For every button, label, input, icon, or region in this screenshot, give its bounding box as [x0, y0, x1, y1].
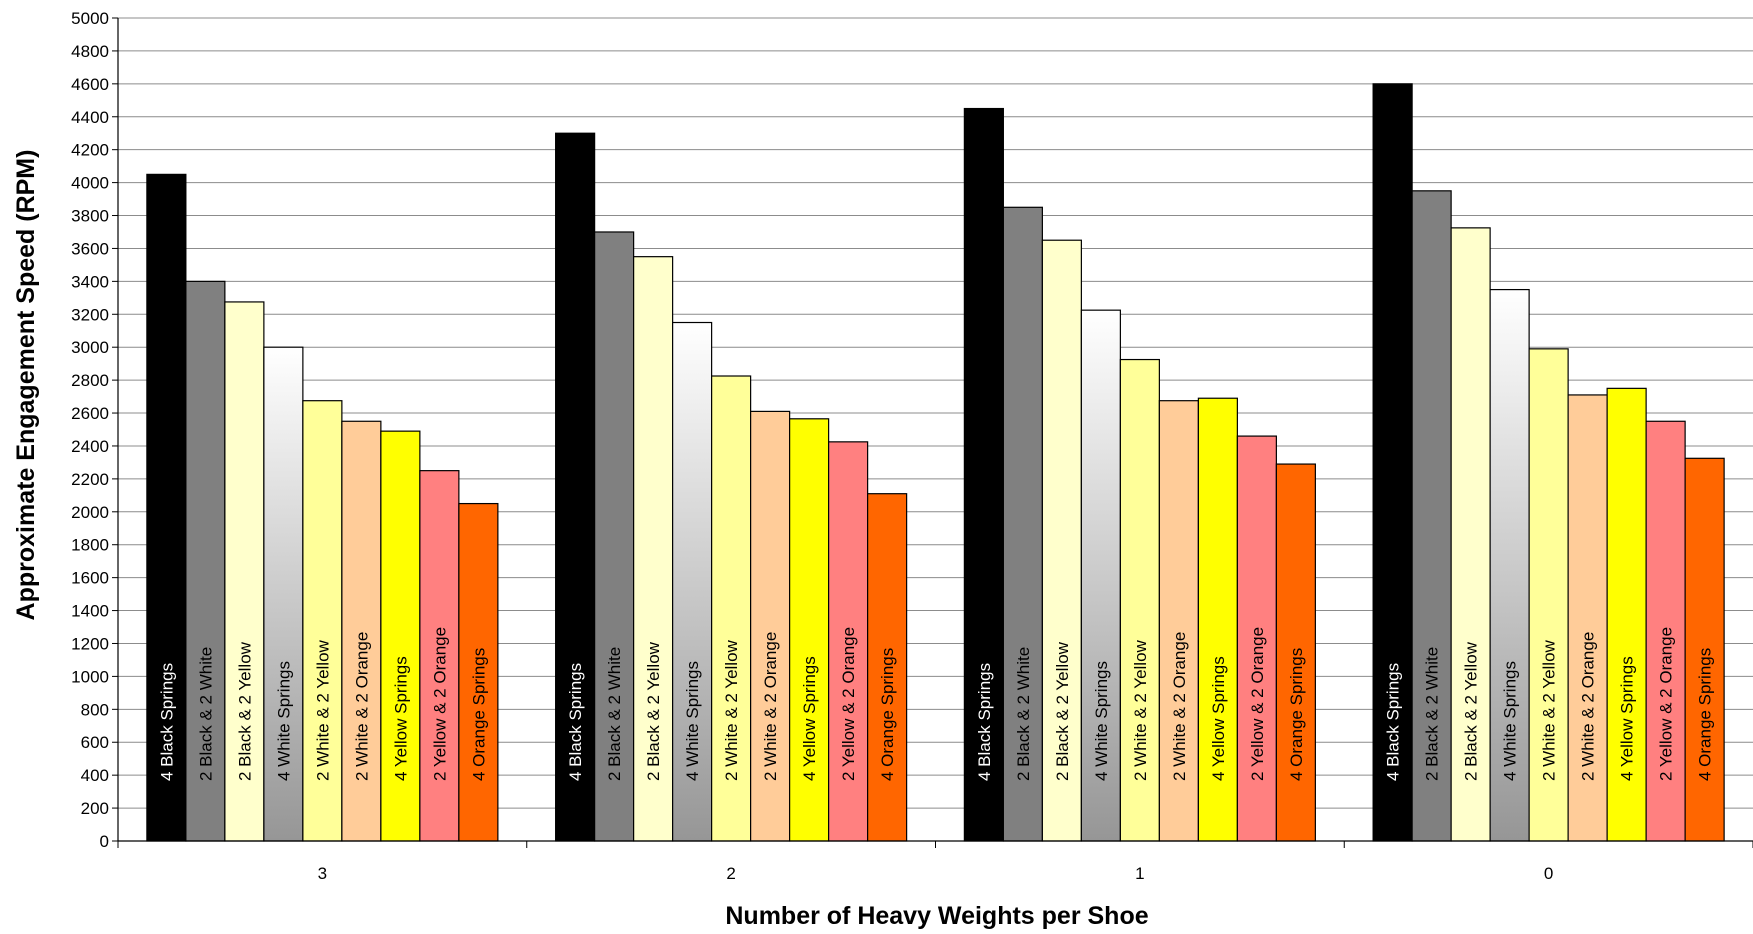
bar-label: 2 Black & 2 Yellow — [1053, 641, 1072, 781]
bar — [555, 132, 596, 842]
bar-label: 2 White & 2 Yellow — [1131, 639, 1150, 781]
bar-label: 2 Black & 2 White — [1423, 647, 1442, 781]
y-tick-label: 4200 — [71, 141, 109, 160]
y-tick-label: 600 — [81, 733, 109, 752]
bar — [1411, 190, 1452, 842]
x-tick-labels: 3 2 1 0 — [318, 864, 1554, 883]
bar-label: 2 Yellow & 2 Orange — [1248, 627, 1267, 781]
y-tick-label: 2200 — [71, 470, 109, 489]
bar — [594, 231, 635, 842]
bar — [341, 420, 382, 842]
x-tick-label: 2 — [726, 864, 735, 883]
bar-label: 4 White Springs — [1092, 661, 1111, 781]
x-tick-label: 1 — [1135, 864, 1144, 883]
bar-label: 2 Black & 2 White — [196, 647, 215, 781]
bar-label: 4 Black Springs — [157, 663, 176, 781]
bar — [146, 173, 187, 842]
y-tick-label: 4400 — [71, 108, 109, 127]
bar-label: 2 White & 2 Yellow — [722, 639, 741, 781]
bar — [185, 280, 226, 842]
y-tick-label: 3400 — [71, 272, 109, 291]
x-tick-label: 0 — [1544, 864, 1553, 883]
bar — [1275, 463, 1316, 842]
bar-label: 2 White & 2 Yellow — [1540, 639, 1559, 781]
y-tick-label: 0 — [100, 832, 109, 851]
y-tick-label: 800 — [81, 700, 109, 719]
y-tick-label: 3200 — [71, 305, 109, 324]
bar-label: 2 Black & 2 White — [1014, 647, 1033, 781]
bar-label: 2 White & 2 Orange — [352, 632, 371, 781]
axes — [112, 17, 1753, 848]
bar-label: 2 Black & 2 Yellow — [235, 641, 254, 781]
bar — [302, 400, 343, 842]
bar-label: 4 White Springs — [683, 661, 702, 781]
bar — [633, 256, 674, 842]
y-tick-label: 3000 — [71, 338, 109, 357]
bar — [1684, 457, 1725, 842]
bar — [224, 301, 265, 842]
bar-label: 2 Yellow & 2 Orange — [839, 627, 858, 781]
y-tick-label: 1400 — [71, 602, 109, 621]
y-tick-label: 2600 — [71, 404, 109, 423]
y-tick-label: 4000 — [71, 174, 109, 193]
bar-label: 4 White Springs — [274, 661, 293, 781]
bar-label: 4 Orange Springs — [1696, 648, 1715, 781]
x-tick-label: 3 — [318, 864, 327, 883]
x-axis-title: Number of Heavy Weights per Shoe — [725, 902, 1148, 930]
bar-label: 4 Yellow Springs — [391, 656, 410, 781]
y-tick-label: 4600 — [71, 75, 109, 94]
y-tick-label: 200 — [81, 799, 109, 818]
y-tick-label: 5000 — [71, 9, 109, 28]
bar-label: 2 White & 2 Yellow — [313, 639, 332, 781]
bar-label: 4 Orange Springs — [469, 648, 488, 781]
y-tick-label: 4800 — [71, 42, 109, 61]
y-tick-label: 2800 — [71, 371, 109, 390]
bar-label: 4 White Springs — [1501, 661, 1520, 781]
bar — [380, 430, 421, 842]
bar-label: 2 White & 2 Orange — [1579, 632, 1598, 781]
bar-label: 4 Yellow Springs — [800, 656, 819, 781]
bar-label: 4 Orange Springs — [1287, 648, 1306, 781]
bar — [1645, 420, 1686, 842]
bar-label: 2 White & 2 Orange — [1170, 632, 1189, 781]
bar — [1236, 435, 1277, 842]
bar — [867, 493, 908, 842]
bar-label: 2 Black & 2 Yellow — [1462, 641, 1481, 781]
bar-label: 2 Black & 2 Yellow — [644, 641, 663, 781]
y-tick-label: 1200 — [71, 634, 109, 653]
bar-label: 4 Yellow Springs — [1209, 656, 1228, 781]
bar-label: 2 Yellow & 2 Orange — [430, 627, 449, 781]
y-tick-label: 400 — [81, 766, 109, 785]
bar — [750, 410, 791, 842]
y-tick-label: 3600 — [71, 239, 109, 258]
bar-label: 2 Yellow & 2 Orange — [1657, 627, 1676, 781]
bar — [1450, 227, 1491, 842]
bar-label: 2 Black & 2 White — [605, 647, 624, 781]
bar — [711, 375, 752, 842]
bar — [1197, 397, 1238, 842]
bar — [1158, 400, 1199, 842]
bars-group: 4 Black Springs 2 Black & 2 White 2 Black … — [146, 83, 1725, 842]
bar — [1528, 348, 1569, 842]
bar — [1606, 387, 1647, 842]
y-tick-label: 1800 — [71, 536, 109, 555]
bar — [458, 502, 499, 842]
y-tick-labels: 0 200 400 600 800 1000 1200 1400 1600 1800 2000 220… — [71, 9, 109, 851]
y-tick-label: 2400 — [71, 437, 109, 456]
bar-label: 2 White & 2 Orange — [761, 632, 780, 781]
bar-label: 4 Black Springs — [1384, 663, 1403, 781]
y-axis-title: Approximate Engagement Speed (RPM) — [12, 150, 40, 621]
y-tick-label: 3800 — [71, 207, 109, 226]
bar-label: 4 Yellow Springs — [1618, 656, 1637, 781]
bar-label: 4 Orange Springs — [878, 648, 897, 781]
bar-label: 4 Black Springs — [566, 663, 585, 781]
bar-label: 4 Black Springs — [975, 663, 994, 781]
y-tick-label: 2000 — [71, 503, 109, 522]
y-tick-label: 1600 — [71, 569, 109, 588]
y-tick-label: 1000 — [71, 667, 109, 686]
